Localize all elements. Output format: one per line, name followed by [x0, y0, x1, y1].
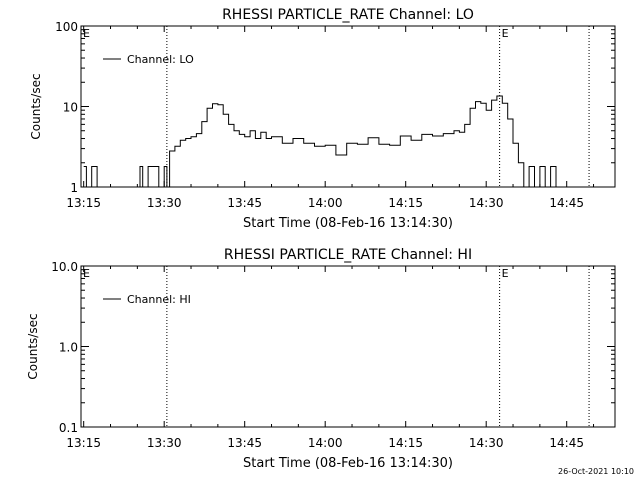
chart2-y-tick-label: 10.0 [51, 260, 78, 274]
footer-timestamp: 26-Oct-2021 10:10 [558, 467, 634, 476]
chart2-y-tick-label: 0.1 [59, 421, 78, 435]
chart1-x-tick-label: 14:45 [549, 196, 584, 210]
chart2-y-tick-label: 1.0 [59, 341, 78, 355]
chart2-x-tick-label: 14:30 [469, 436, 504, 450]
chart2-legend-label: Channel: HI [127, 293, 191, 306]
chart1-legend-label: Channel: LO [127, 53, 194, 66]
chart1-marker-label: E [502, 27, 509, 40]
chart1-corner-label: E [83, 27, 90, 40]
chart1-plot-frame [80, 25, 616, 188]
chart2-corner-label: E [83, 267, 90, 280]
chart2-x-tick-label: 13:45 [227, 436, 262, 450]
chart2-plot-frame [80, 265, 616, 428]
chart1-x-tick-label: 14:00 [308, 196, 343, 210]
chart1-title: RHESSI PARTICLE_RATE Channel: LO [222, 7, 474, 23]
chart1-y-axis-label: Counts/sec [29, 73, 43, 139]
chart2-y-axis-label: Counts/sec [26, 313, 40, 379]
chart1-series-line [83, 95, 557, 188]
chart1-y-tick-label: 10 [63, 101, 78, 115]
chart2-x-tick-label: 14:45 [549, 436, 584, 450]
chart2-x-tick-label: 14:15 [388, 436, 423, 450]
chart2-x-axis-label: Start Time (08-Feb-16 13:14:30) [243, 456, 453, 471]
chart1-y-tick-label: 1 [70, 181, 78, 195]
chart1-x-tick-label: 14:30 [469, 196, 504, 210]
chart2-x-tick-label: 14:00 [308, 436, 343, 450]
chart1-y-tick-label: 100 [55, 20, 78, 34]
chart1-x-tick-label: 13:45 [227, 196, 262, 210]
chart2-marker-label: E [502, 267, 509, 280]
chart1-x-tick-label: 14:15 [388, 196, 423, 210]
chart1-x-tick-label: 13:30 [147, 196, 182, 210]
chart2-title: RHESSI PARTICLE_RATE Channel: HI [224, 247, 472, 263]
chart1-x-axis-label: Start Time (08-Feb-16 13:14:30) [243, 216, 453, 231]
chart2-x-tick-label: 13:15 [66, 436, 101, 450]
chart2-x-tick-label: 13:30 [147, 436, 182, 450]
chart1-x-tick-label: 13:15 [66, 196, 101, 210]
